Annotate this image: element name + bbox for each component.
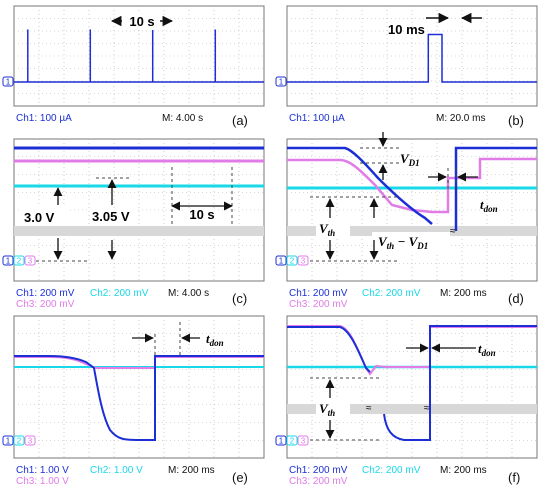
- panel-f-ch2-scale: Ch2: 200 mV: [362, 465, 421, 476]
- panel-c-ch2-scale: Ch2: 200 mV: [90, 288, 149, 299]
- panel-e-ch1-scale: Ch1: 1.00 V: [16, 465, 69, 476]
- panel-e-timebase: M: 200 ms: [168, 465, 215, 476]
- svg-text:≈: ≈: [366, 403, 372, 414]
- panel-e-ch2-scale: Ch2: 1.00 V: [90, 465, 143, 476]
- panel-f-tdon-label: tdon: [478, 341, 496, 358]
- panel-d-ch2-scale: Ch2: 200 mV: [362, 288, 421, 299]
- panel-f-ch1-trace: [287, 326, 371, 373]
- panel-c-ch3-scale: Ch3: 200 mV: [16, 299, 75, 310]
- panel-e-ch3-trace: [14, 356, 264, 369]
- panel-e: tdon 1 2 3 Ch1: 1.00 V Ch2: 1.00 V Ch3: …: [2, 315, 265, 487]
- svg-text:3: 3: [301, 257, 306, 266]
- panel-b-ch1-trace: [287, 33, 537, 83]
- panel-d-label: (d): [508, 291, 524, 306]
- panel-e-tdon-label: tdon: [206, 331, 224, 348]
- svg-text:3: 3: [28, 437, 33, 446]
- panel-e-ch1-trace: [14, 355, 264, 441]
- panel-d-channel-markers: 1 2 3: [275, 255, 309, 266]
- panel-f-vth-label: Vth: [319, 401, 335, 418]
- svg-text:1: 1: [279, 437, 284, 446]
- panel-a-ch1-scale: Ch1: 100 µA: [16, 113, 72, 124]
- panel-b-marker-1: 1: [275, 76, 287, 87]
- panel-d-gap-band: [287, 226, 537, 236]
- panel-d-vthvd1-label: Vth − VD1: [378, 234, 428, 251]
- panel-d-vd1-label: VD1: [400, 151, 420, 168]
- panel-a-ch1-trace: [14, 29, 264, 83]
- panel-c-ch1-scale: Ch1: 200 mV: [16, 288, 75, 299]
- panel-a-period-label: 10 s: [129, 14, 154, 29]
- panel-b: 1 10 ms Ch1: 100 µA M: 20.0 ms (b): [275, 5, 538, 128]
- panel-a-marker-1: 1: [2, 76, 14, 87]
- svg-text:2: 2: [17, 437, 22, 446]
- panel-d-tdon-label: tdon: [480, 197, 498, 214]
- panel-b-label: (b): [508, 113, 524, 128]
- panel-b-grid: [287, 6, 537, 106]
- panel-f-ch1-scale: Ch1: 200 mV: [289, 465, 348, 476]
- svg-text:1: 1: [6, 257, 11, 266]
- panel-f-label: (f): [508, 470, 520, 485]
- panel-a-timebase: M: 4.00 s: [162, 113, 203, 124]
- panel-c-label-3v: 3.0 V: [24, 210, 55, 225]
- svg-text:2: 2: [290, 257, 295, 266]
- panel-d-ch1-trace: [287, 146, 433, 225]
- svg-text:1: 1: [279, 78, 284, 87]
- svg-text:1: 1: [6, 78, 11, 87]
- panel-d-ch3-trace: [287, 157, 537, 214]
- panel-d-timebase: M: 200 ms: [440, 288, 487, 299]
- panel-b-width-label: 10 ms: [388, 22, 425, 37]
- panel-c-period-label: 10 s: [189, 207, 214, 222]
- panel-c-channel-markers: 1 2 3: [2, 255, 36, 266]
- panel-c-timebase: M: 4.00 s: [168, 288, 209, 299]
- panel-f-timebase: M: 200 ms: [440, 465, 487, 476]
- panel-a-label: (a): [232, 113, 248, 128]
- panel-f-channel-markers: 1 2 3: [275, 435, 309, 446]
- svg-text:≈: ≈: [450, 226, 456, 237]
- panel-d-ch1-scale: Ch1: 200 mV: [289, 288, 348, 299]
- svg-text:2: 2: [17, 257, 22, 266]
- panel-f-gap-band: [287, 404, 537, 414]
- panel-c-gap-band: [14, 226, 264, 236]
- panel-c-label-305v: 3.05 V: [92, 209, 130, 224]
- panel-e-ch3-scale: Ch3: 1.00 V: [16, 476, 69, 487]
- svg-text:1: 1: [279, 257, 284, 266]
- panel-a: 1 10 s Ch1: 100 µA M: 4.00 s (a): [2, 5, 265, 128]
- svg-text:1: 1: [6, 437, 11, 446]
- svg-text:≈: ≈: [424, 403, 430, 414]
- svg-text:3: 3: [28, 257, 33, 266]
- panel-d-ch3-scale: Ch3: 200 mV: [289, 299, 348, 310]
- panel-f: ≈ ≈ tdon Vth 1 2 3 Ch1: 200 mV Ch2: 200 …: [275, 315, 538, 487]
- panel-e-label: (e): [232, 470, 248, 485]
- panel-b-ch1-scale: Ch1: 100 µA: [289, 113, 345, 124]
- panel-e-channel-markers: 1 2 3: [2, 435, 36, 446]
- panel-c: 3.0 V 3.05 V 10 s 1 2 3 Ch1: 200 mV Ch2:…: [2, 138, 265, 310]
- panel-d: ≈ VD1 tdon Vth Vth − VD1 1 2 3: [275, 132, 538, 310]
- panel-d-vth-label: Vth: [319, 221, 335, 238]
- panel-b-timebase: M: 20.0 ms: [436, 113, 485, 124]
- svg-text:3: 3: [301, 437, 306, 446]
- panel-f-ch3-scale: Ch3: 200 mV: [289, 476, 348, 487]
- svg-text:2: 2: [290, 437, 295, 446]
- panel-c-label: (c): [232, 291, 247, 306]
- panel-f-ch1-trace-after: [383, 325, 537, 441]
- panel-d-ch1-trace-after: [454, 146, 537, 231]
